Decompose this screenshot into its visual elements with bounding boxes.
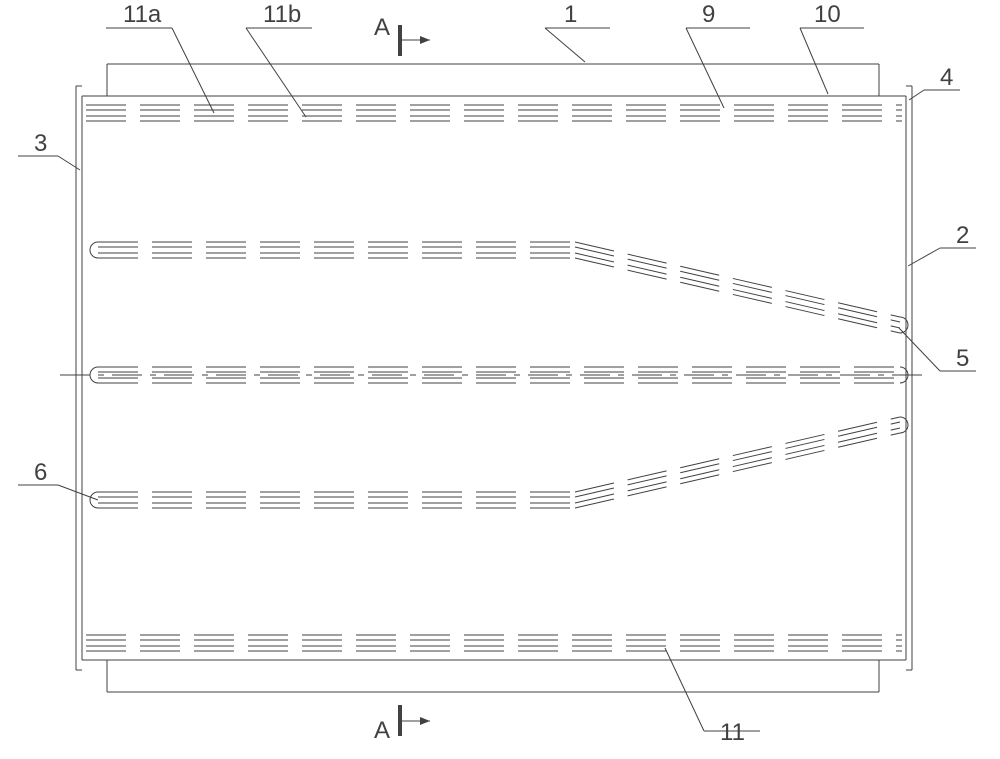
svg-text:A: A [374,14,390,41]
svg-text:3: 3 [34,130,47,157]
svg-text:11a: 11a [123,1,162,28]
svg-text:9: 9 [702,1,715,28]
svg-text:4: 4 [940,64,953,91]
svg-text:6: 6 [34,459,47,486]
svg-text:11: 11 [720,719,745,746]
svg-text:A: A [374,717,390,744]
svg-text:11b: 11b [263,1,301,28]
svg-text:1: 1 [564,1,577,28]
svg-text:5: 5 [956,345,969,372]
svg-text:2: 2 [956,222,969,249]
svg-text:10: 10 [814,1,841,28]
